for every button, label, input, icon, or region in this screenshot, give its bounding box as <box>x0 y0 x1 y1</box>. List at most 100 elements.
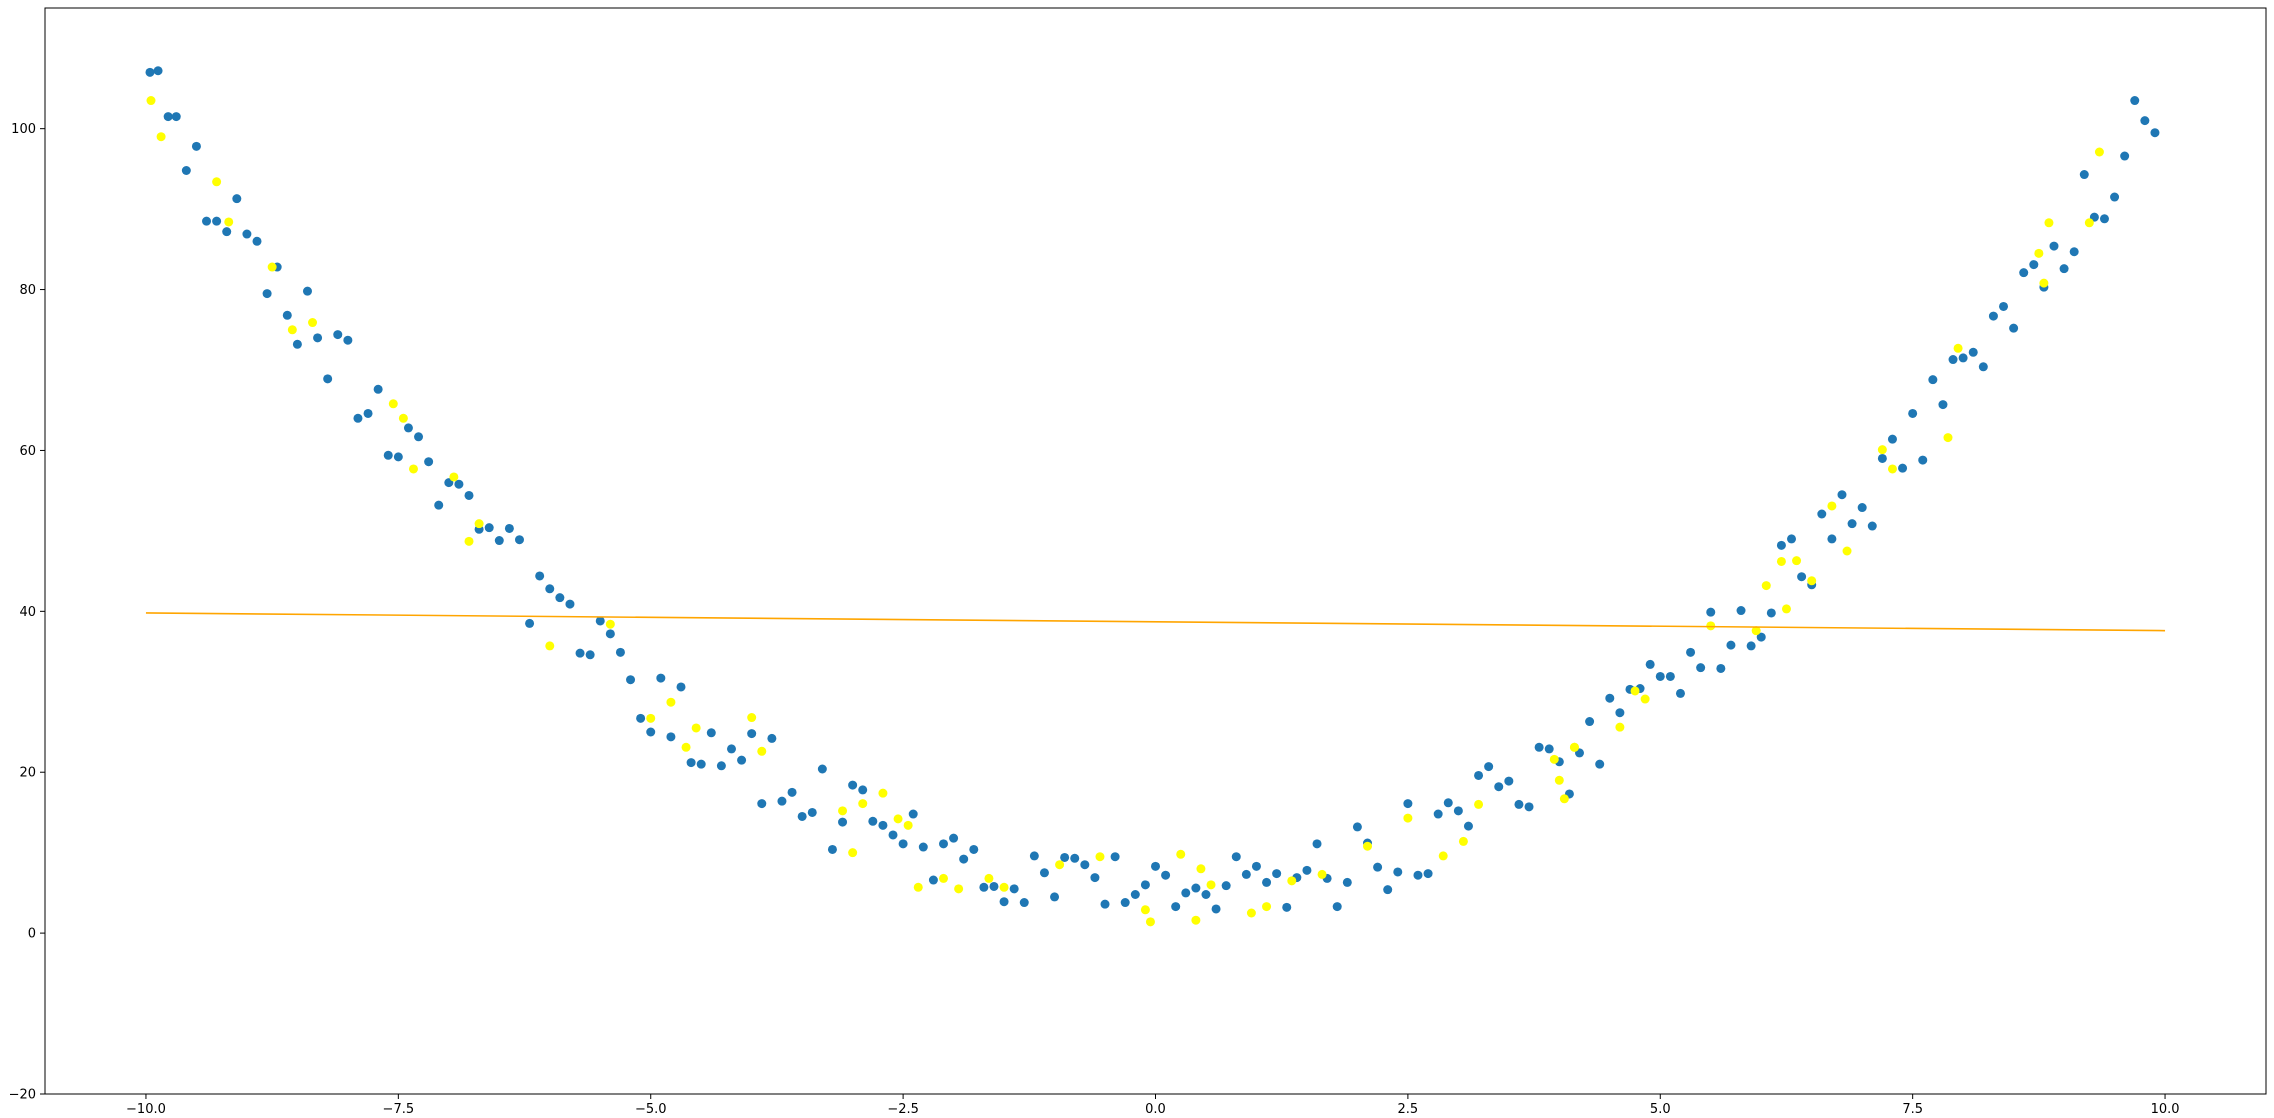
y-tick-label: 80 <box>19 283 36 298</box>
yellow-point <box>1781 604 1791 614</box>
blue-point <box>383 450 393 460</box>
yellow-point <box>903 820 913 830</box>
blue-point <box>646 727 656 737</box>
blue-point <box>1383 885 1393 895</box>
blue-point <box>716 761 726 771</box>
yellow-point <box>1877 445 1887 455</box>
yellow-point <box>1055 860 1065 870</box>
yellow-point <box>464 536 474 546</box>
blue-point <box>1241 869 1251 879</box>
yellow-point <box>1438 851 1448 861</box>
blue-point <box>565 599 575 609</box>
blue-point <box>1948 355 1958 365</box>
blue-point <box>424 457 434 467</box>
blue-point <box>1151 861 1160 871</box>
yellow-point <box>984 873 994 883</box>
blue-point <box>191 141 201 151</box>
blue-point <box>1070 853 1080 863</box>
blue-point <box>163 112 173 122</box>
blue-point <box>1171 902 1181 912</box>
blue-point <box>1756 632 1766 642</box>
blue-point <box>1130 889 1140 899</box>
blue-point <box>1726 640 1736 650</box>
blue-point <box>938 839 948 849</box>
blue-point <box>1282 902 1292 912</box>
blue-point <box>656 673 666 683</box>
blue-point <box>353 413 363 423</box>
yellow-point <box>388 399 398 409</box>
blue-point <box>1161 870 1171 880</box>
blue-point <box>1605 693 1615 703</box>
yellow-point <box>1554 775 1564 785</box>
blue-point <box>615 647 625 657</box>
blue-point <box>373 384 383 394</box>
blue-point <box>2069 247 2079 257</box>
blue-point <box>797 811 807 821</box>
blue-point <box>908 809 918 819</box>
yellow-point <box>1196 864 1206 874</box>
blue-point <box>1746 641 1756 651</box>
blue-point <box>1403 799 1413 809</box>
blue-point <box>1686 647 1696 657</box>
blue-point <box>666 732 676 742</box>
yellow-point <box>1559 794 1569 804</box>
blue-point <box>838 817 848 827</box>
blue-point <box>1080 860 1090 870</box>
plot-frame <box>44 7 2267 1095</box>
y-axis: −20 0 20 40 60 80 100 <box>9 122 45 1103</box>
yellow-point <box>408 464 418 474</box>
yellow-point <box>691 723 701 733</box>
yellow-point <box>1403 813 1413 823</box>
y-tick-label: 100 <box>11 122 36 137</box>
blue-point <box>827 844 837 854</box>
blue-point <box>696 759 706 769</box>
blue-point <box>1665 671 1675 681</box>
yellow-point <box>646 713 656 723</box>
blue-point <box>918 842 928 852</box>
yellow-point <box>1317 869 1327 879</box>
blue-point <box>1918 455 1928 465</box>
blue-point <box>928 875 938 885</box>
blue-point <box>1999 301 2009 311</box>
blue-point <box>545 584 555 594</box>
blue-point <box>181 165 191 175</box>
x-tick-label: −5.0 <box>635 1102 667 1117</box>
blue-point <box>878 820 888 830</box>
yellow-point <box>1145 917 1155 927</box>
blue-point <box>626 675 636 685</box>
yellow-point <box>1887 464 1897 474</box>
yellow-point <box>2044 218 2054 228</box>
blue-point <box>1534 742 1544 752</box>
blue-point <box>292 339 302 349</box>
x-tick-label: 7.5 <box>1902 1102 1923 1117</box>
blue-point <box>1342 877 1352 887</box>
yellow-point <box>1807 576 1817 586</box>
blue-point <box>262 289 272 299</box>
blue-point <box>1433 809 1443 819</box>
yellow-point <box>757 746 767 756</box>
blue-point <box>1968 347 1978 357</box>
blue-point <box>494 536 504 546</box>
yellow-point <box>545 641 555 651</box>
blue-point <box>504 523 514 533</box>
blue-point <box>2019 268 2029 278</box>
yellow-point <box>474 519 484 529</box>
blue-point <box>2079 170 2089 180</box>
blue-point <box>1009 884 1019 894</box>
yellow-point <box>2034 248 2044 258</box>
yellow-point <box>1842 546 1852 556</box>
blue-point <box>555 593 565 603</box>
blue-point <box>1474 770 1484 780</box>
blue-point <box>1928 375 1938 385</box>
blue-point <box>898 839 908 849</box>
blue-point <box>1181 888 1191 898</box>
blue-point <box>1514 799 1524 809</box>
blue-point <box>1655 671 1665 681</box>
blue-point <box>1585 717 1595 727</box>
yellow-point <box>146 96 156 106</box>
blue-point <box>737 755 747 765</box>
blue-point <box>313 333 323 343</box>
y-tick-label: 20 <box>19 766 36 781</box>
